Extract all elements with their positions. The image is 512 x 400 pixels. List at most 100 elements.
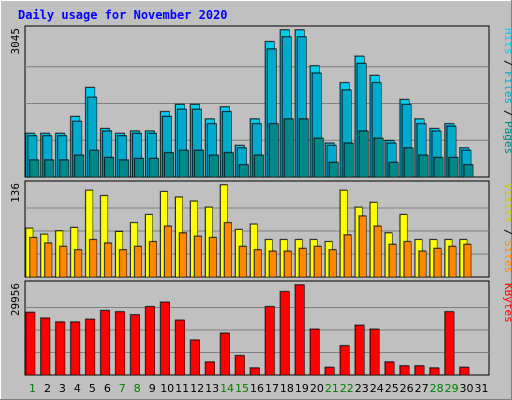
x-tick-label: 10: [160, 382, 174, 395]
bar-pages: [89, 150, 100, 178]
bar-pages: [179, 150, 189, 178]
bar-pages: [29, 159, 40, 178]
bar-pages: [134, 158, 145, 178]
x-tick-label: 16: [250, 382, 264, 395]
bar-pages: [418, 155, 429, 178]
x-tick-label: 29: [445, 382, 459, 395]
bar-pages: [149, 158, 159, 178]
bar-sites: [29, 237, 38, 278]
bar-pages: [403, 147, 414, 178]
bar-kbytes: [295, 284, 305, 376]
x-tick-label: 14: [220, 382, 234, 395]
bar-kbytes: [160, 302, 170, 376]
chart-panels: 3045 Hits / Files / Pages 136 Visits / Sites 29956…: [9, 25, 512, 376]
x-tick-label: 11: [175, 382, 189, 395]
legend-label-kbytes: KBytes: [502, 283, 512, 323]
bar-kbytes: [100, 310, 111, 376]
bar-kbytes: [70, 321, 81, 376]
x-tick-label: 6: [104, 382, 111, 395]
bar-pages: [239, 164, 249, 178]
legend-label-hits: Hits: [502, 28, 512, 55]
bar-kbytes: [205, 361, 215, 376]
bar-pages: [329, 162, 339, 178]
bar-sites: [239, 246, 247, 278]
bar-sites: [149, 241, 157, 278]
bar-kbytes: [340, 345, 350, 376]
x-tick-label: 25: [385, 382, 399, 395]
bar-sites: [329, 249, 337, 278]
bar-kbytes: [355, 325, 365, 376]
x-tick-label: 15: [235, 382, 249, 395]
y-max-label: 29956: [9, 283, 22, 316]
bar-pages: [463, 164, 474, 178]
legend-separator: /: [502, 229, 512, 236]
panel-visitors: 136 Visits / Sites: [9, 180, 512, 278]
legend-label-files: Files: [502, 71, 512, 104]
bar-kbytes: [250, 367, 260, 376]
x-tick-label: 13: [205, 382, 219, 395]
legend-separator: /: [502, 110, 512, 117]
bar-sites: [418, 251, 427, 278]
bar-kbytes: [384, 361, 395, 376]
x-tick-label: 17: [265, 382, 279, 395]
chart-title: Daily usage for November 2020: [18, 8, 228, 22]
bar-kbytes: [85, 319, 96, 376]
bar-kbytes: [40, 317, 51, 376]
bar-pages: [209, 155, 219, 178]
bar-sites: [359, 215, 367, 278]
bar-pages: [448, 157, 459, 178]
bar-pages: [344, 142, 354, 178]
bar-pages: [119, 159, 130, 178]
panel-legend: Visits / Sites: [502, 183, 512, 273]
bar-pages: [269, 123, 279, 178]
bar-kbytes: [25, 312, 36, 376]
bar-sites: [403, 241, 412, 278]
y-max-label: 3045: [9, 28, 22, 55]
bar-kbytes: [414, 365, 425, 376]
bar-kbytes: [370, 329, 380, 376]
bar-sites: [344, 234, 352, 278]
bar-kbytes: [175, 320, 185, 376]
bar-sites: [299, 248, 307, 278]
bar-sites: [448, 246, 457, 278]
bar-pages: [254, 155, 264, 178]
x-tick-label: 12: [190, 382, 204, 395]
bar-kbytes: [55, 321, 66, 376]
bar-kbytes: [145, 306, 155, 376]
x-axis: 1 2 3 4 5 6 7 8 9 10 11 12 13 14 15 16 17 18 19 20 21 22 23 24 2…: [29, 382, 489, 395]
bar-sites: [254, 249, 262, 278]
x-tick-label: 3: [59, 382, 66, 395]
x-tick-label: 8: [134, 382, 141, 395]
bar-kbytes: [444, 311, 455, 376]
x-tick-label: 30: [460, 382, 474, 395]
x-tick-label: 20: [310, 382, 324, 395]
x-tick-label: 26: [400, 382, 414, 395]
legend-separator: /: [502, 60, 512, 67]
bar-sites: [314, 246, 322, 278]
bar-pages: [104, 157, 115, 178]
bar-pages: [164, 152, 174, 178]
x-tick-label: 27: [415, 382, 429, 395]
panel-volume: 29956 KBytes: [9, 280, 512, 376]
x-tick-label: 5: [89, 382, 96, 395]
panel-legend: KBytes: [502, 283, 512, 323]
panel-requests: 3045 Hits / Files / Pages: [9, 25, 512, 178]
x-tick-label: 31: [475, 382, 489, 395]
x-tick-label: 23: [355, 382, 369, 395]
bar-kbytes: [399, 365, 410, 376]
bar-pages: [224, 152, 234, 178]
bar-sites: [89, 239, 98, 278]
bar-pages: [74, 155, 85, 178]
x-tick-label: 21: [325, 382, 339, 395]
bar-kbytes: [130, 314, 141, 376]
legend-label-visits: Visits: [502, 183, 512, 223]
bar-pages: [59, 159, 70, 178]
x-tick-label: 18: [280, 382, 294, 395]
bar-pages: [433, 157, 444, 178]
bar-sites: [104, 242, 113, 278]
bar-sites: [179, 232, 187, 278]
bar-pages: [284, 118, 294, 178]
legend-label-sites: Sites: [502, 240, 512, 273]
y-max-label: 136: [9, 183, 22, 203]
bar-pages: [374, 138, 384, 178]
